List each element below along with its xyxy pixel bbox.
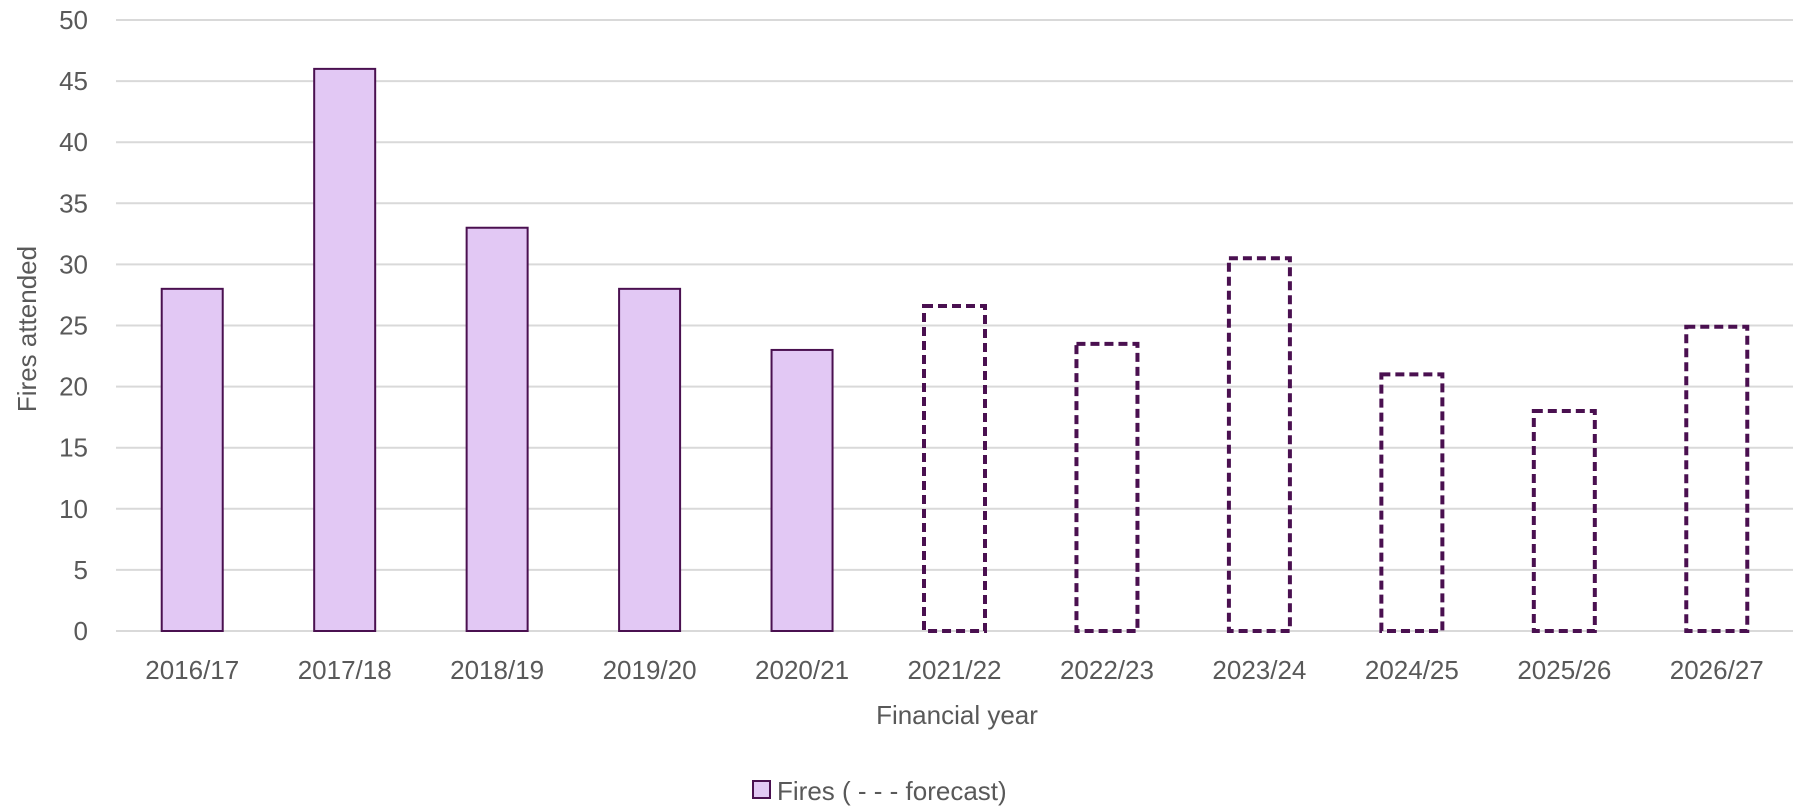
bar xyxy=(160,287,224,632)
y-tick-label: 45 xyxy=(59,66,88,96)
y-tick-label: 5 xyxy=(74,555,88,585)
x-tick-label: 2017/18 xyxy=(298,655,392,685)
x-tick-label: 2025/26 xyxy=(1517,655,1611,685)
bar-forecast xyxy=(1074,341,1140,633)
bar-forecast xyxy=(922,303,987,633)
y-tick-label: 0 xyxy=(74,616,88,646)
bar xyxy=(465,226,529,633)
x-axis-ticks: 2016/17 2017/18 2018/19 2019/20 2020/21 2021/… xyxy=(145,655,1764,685)
x-tick-label: 2022/23 xyxy=(1060,655,1154,685)
bar-forecast xyxy=(1684,324,1750,633)
y-tick-label: 20 xyxy=(59,372,88,402)
legend-swatch xyxy=(752,780,771,799)
bar xyxy=(313,67,377,632)
gridlines xyxy=(116,19,1793,632)
bar-forecast xyxy=(1226,256,1292,633)
y-tick-label: 10 xyxy=(59,494,88,524)
y-tick-label: 35 xyxy=(59,188,88,218)
y-tick-label: 40 xyxy=(59,127,88,157)
bar-forecast xyxy=(1531,409,1597,634)
legend-label: Fires ( - - - forecast) xyxy=(777,776,1007,806)
x-tick-label: 2020/21 xyxy=(755,655,849,685)
x-tick-label: 2016/17 xyxy=(145,655,239,685)
x-tick-label: 2019/20 xyxy=(603,655,697,685)
y-axis-ticks: 0 5 10 15 20 25 30 35 40 45 50 xyxy=(59,5,88,646)
y-axis-title: Fires attended xyxy=(12,246,42,412)
bars xyxy=(160,67,1750,634)
bar xyxy=(618,287,682,632)
x-tick-label: 2024/25 xyxy=(1365,655,1459,685)
bar-forecast xyxy=(1379,372,1445,633)
x-tick-label: 2018/19 xyxy=(450,655,544,685)
x-tick-label: 2021/22 xyxy=(908,655,1002,685)
x-tick-label: 2023/24 xyxy=(1212,655,1306,685)
bar xyxy=(770,348,834,632)
x-axis-title: Financial year xyxy=(876,700,1038,730)
y-tick-label: 50 xyxy=(59,5,88,35)
y-tick-label: 15 xyxy=(59,433,88,463)
legend: Fires ( - - - forecast) xyxy=(752,776,1007,806)
y-tick-label: 30 xyxy=(59,249,88,279)
y-tick-label: 25 xyxy=(59,311,88,341)
x-tick-label: 2026/27 xyxy=(1670,655,1764,685)
